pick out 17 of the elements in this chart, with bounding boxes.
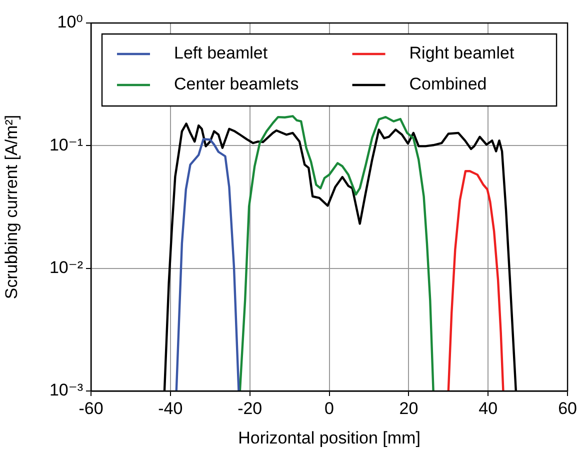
legend-label: Combined [409, 74, 487, 94]
legend-label: Center beamlets [174, 74, 299, 94]
x-axis-title: Horizontal position [mm] [238, 428, 420, 448]
y-tick-label: 10⁻¹ [49, 135, 84, 154]
y-tick-label: 10⁻³ [49, 380, 84, 400]
x-tick-label: 20 [399, 398, 418, 418]
x-tick-label: -40 [158, 398, 183, 418]
y-tick-label: 10⁰ [57, 12, 84, 32]
x-tick-label: 60 [558, 398, 578, 418]
x-tick-label: -20 [238, 398, 262, 418]
x-tick-label: -60 [78, 398, 104, 418]
y-tick-label: 10⁻² [49, 258, 84, 278]
x-tick-label: 40 [478, 398, 498, 418]
legend-label: Left beamlet [174, 44, 268, 63]
x-tick-label: 0 [324, 398, 334, 418]
legend-label: Right beamlet [409, 44, 514, 63]
y-axis-title: Scrubbing current [A/m²] [2, 114, 21, 300]
